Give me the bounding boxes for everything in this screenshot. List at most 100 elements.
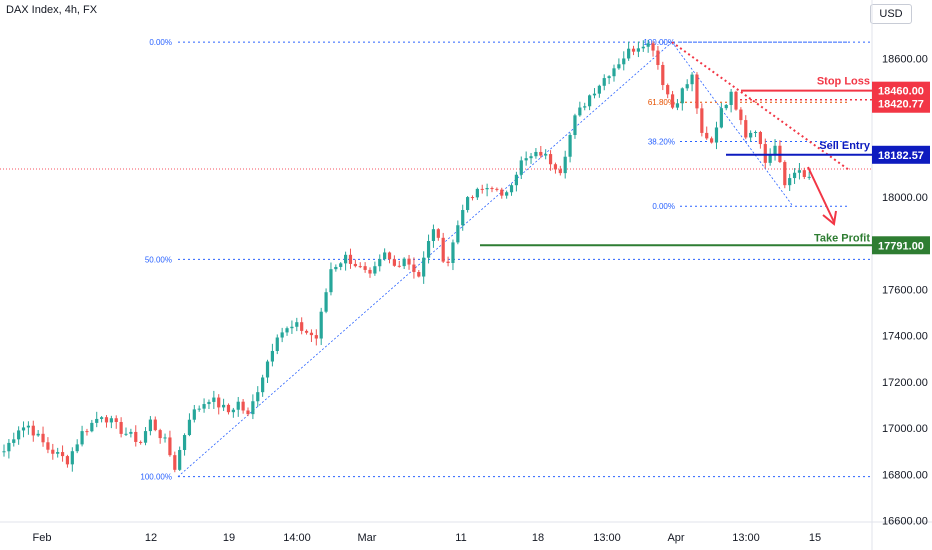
candle-body [436,229,440,238]
y-tick-label: 16800.00 [882,469,928,481]
candle-body [539,151,543,156]
candle-body [407,258,411,265]
candle-body [514,174,518,186]
candle-body [592,93,597,96]
x-tick-label: 13:00 [593,532,621,544]
candle-body [75,444,79,452]
candle-body [392,259,396,266]
candle-body [217,397,221,408]
candle-body [119,422,123,434]
candle-body [51,449,55,454]
candle-body [104,417,109,423]
candle-body [680,88,684,104]
x-tick-label: Mar [358,532,377,544]
candle-body [578,107,582,116]
candle-body [529,156,533,159]
candle-body [324,292,328,312]
currency-button[interactable]: USD [870,4,912,24]
candle-body [646,43,650,47]
x-tick-label: 15 [809,532,821,544]
candle-body [563,156,567,174]
candle-body [675,103,680,108]
candle-body [651,43,655,51]
candle-body [246,410,250,415]
candle-body [451,242,455,263]
candle-body [153,419,157,431]
candle-body [41,433,45,443]
candle-body [300,322,304,331]
candle-body [251,401,255,415]
candle-body [100,417,104,419]
candle-body [705,132,709,139]
candle-body [495,188,499,190]
y-tick-label: 18000.00 [882,192,928,204]
candle-body [422,257,426,277]
candle-body [729,91,733,105]
candle-body [173,455,177,470]
candle-body [334,266,338,270]
candle-body [607,76,611,79]
price-tag-label: 18420.77 [878,99,924,111]
candle-body [714,127,719,143]
candle-body [275,337,279,351]
candle-body [202,404,206,409]
candle-body [353,263,357,267]
x-tick-label: 11 [455,532,466,544]
candle-body [373,266,377,274]
candle-body [695,74,699,109]
candle-body [505,192,509,196]
candle-body [265,361,270,378]
candle-body [426,241,431,258]
candle-body [509,185,514,193]
candle-body [2,451,6,453]
candle-body [344,254,348,264]
x-tick-label: 18 [532,532,544,544]
candle-body [783,162,787,186]
candle-body [187,419,192,436]
candle-body [178,449,182,470]
sell-entry-label: Sell Entry [819,140,871,152]
candle-body [617,64,621,69]
candle-body [670,94,675,108]
candle-body [12,439,16,443]
candle-body [280,332,284,338]
candle-body [456,225,460,243]
candle-body [295,322,299,327]
y-tick-label: 18600.00 [882,53,928,65]
candle-body [21,427,26,431]
candle-body [236,401,240,410]
candle-body [256,392,260,402]
candle-body [548,154,553,165]
candle-body [466,197,470,211]
candle-body [588,95,592,107]
candle-body [631,48,636,52]
candle-body [114,418,118,423]
y-tick-label: 17400.00 [882,331,928,343]
candle-body [182,435,187,450]
candle-body [261,377,265,393]
candle-body [383,252,387,260]
candle-body [636,48,640,52]
fib-level-label: 38.20% [648,138,675,147]
candle-body [544,154,548,156]
candle-body [168,437,172,456]
candle-body [627,48,631,59]
y-tick-label: 16600.00 [882,516,928,528]
candle-body [358,266,362,268]
candle-body [661,64,665,86]
candle-body [461,210,465,226]
fib-level-label: 50.00% [145,255,172,264]
candle-body [641,46,645,49]
candle-body [192,409,196,420]
candle-body [700,108,704,133]
candle-body [734,91,738,110]
candle-body [270,350,274,362]
descending-trendline [671,41,849,171]
candle-body [129,431,133,434]
candle-body [212,397,216,402]
candle-body [139,441,143,443]
candle-body [573,115,577,136]
candle-body [744,120,748,138]
candle-body [319,311,323,339]
